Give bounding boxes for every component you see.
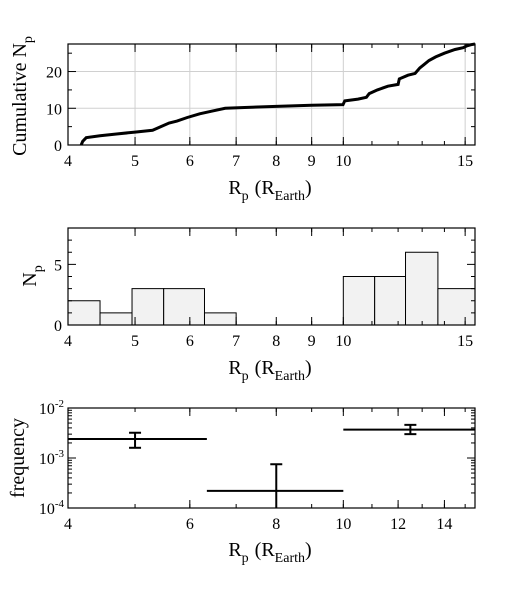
x-label-main: R — [228, 539, 242, 561]
x-tick-label: 10 — [335, 333, 351, 350]
x-label-main: R — [228, 177, 242, 199]
x-label-close: ) — [305, 357, 312, 379]
y-tick-label: 5 — [54, 257, 62, 274]
histogram-bar — [437, 288, 476, 326]
histogram-bar — [99, 312, 133, 326]
x-tick-label: 10 — [335, 153, 351, 170]
frequency-points — [68, 423, 475, 508]
axes: 4 5 6 7 8 9 10 15 0 5 — [54, 227, 476, 350]
y-axis-label: Cumulative Np — [9, 36, 36, 156]
y-label-sub: p — [21, 36, 36, 43]
x-tick-label: 9 — [308, 333, 316, 350]
histogram-bar — [203, 312, 237, 326]
x-tick-label: 6 — [186, 333, 194, 350]
grid — [67, 44, 475, 146]
y-tick-label: 10-3 — [39, 448, 65, 468]
x-axis-label: Rp (REarth) — [228, 357, 311, 384]
y-label-main: Cumulative N — [9, 43, 31, 156]
y-tick-label: 0 — [54, 138, 62, 155]
y-tick-label: 10-2 — [39, 398, 64, 418]
x-label-sub: p — [242, 551, 249, 566]
x-label-main: R — [228, 357, 242, 379]
x-label-paren-sub: Earth — [275, 189, 305, 204]
x-label-close: ) — [305, 539, 312, 561]
frequency-panel: 4 6 8 10 12 14 10-4 10-3 10-2 frequency Rp (REart… — [7, 398, 476, 566]
x-axis-label: Rp (REarth) — [228, 177, 311, 204]
x-tick-label: 5 — [131, 153, 139, 170]
histogram-bar — [405, 251, 439, 326]
y-tick-label: 20 — [46, 65, 62, 82]
x-tick-label: 6 — [186, 516, 194, 533]
y-label-main: N — [19, 272, 41, 286]
y-tick-label: 10-4 — [39, 498, 65, 518]
x-label-paren-sub: Earth — [275, 551, 305, 566]
x-tick-label: 6 — [186, 153, 194, 170]
x-tick-label: 14 — [436, 516, 452, 533]
histogram-panel: 4 5 6 7 8 9 10 15 0 5 Np Rp (REarth) — [19, 227, 476, 384]
histogram-bar — [67, 300, 101, 326]
axes-frame — [67, 407, 476, 509]
x-tick-label: 12 — [390, 516, 406, 533]
x-tick-label: 8 — [272, 516, 280, 533]
x-label-paren: (R — [255, 539, 276, 561]
x-label-paren-sub: Earth — [275, 369, 305, 384]
histogram-bars — [67, 251, 476, 326]
cumulative-line — [79, 42, 476, 146]
y-label-sub: p — [31, 265, 46, 272]
x-tick-label: 15 — [457, 153, 473, 170]
x-tick-label: 4 — [64, 333, 72, 350]
histogram-bar — [374, 276, 407, 326]
x-tick-label: 7 — [232, 333, 240, 350]
x-tick-label: 8 — [272, 333, 280, 350]
x-tick-label: 4 — [64, 516, 72, 533]
x-tick-label: 4 — [64, 153, 72, 170]
x-tick-label: 9 — [308, 153, 316, 170]
x-label-sub: p — [242, 189, 249, 204]
axes: 4 6 8 10 12 14 10-4 10-3 10-2 — [39, 398, 476, 533]
x-label-sub: p — [242, 369, 249, 384]
x-tick-label: 8 — [272, 153, 280, 170]
x-tick-label: 15 — [457, 333, 473, 350]
axes-frame — [67, 43, 476, 146]
x-tick-label: 10 — [335, 516, 351, 533]
y-tick-label: 10 — [46, 101, 62, 118]
x-tick-label: 7 — [232, 153, 240, 170]
x-label-paren: (R — [255, 357, 276, 379]
histogram-bar — [163, 288, 205, 326]
y-tick-label: 0 — [54, 318, 62, 335]
x-axis-label: Rp (REarth) — [228, 539, 311, 566]
y-axis-label: frequency — [7, 418, 29, 498]
y-axis-label: Np — [19, 265, 46, 286]
histogram-bar — [342, 276, 376, 326]
x-tick-label: 5 — [131, 333, 139, 350]
x-label-paren: (R — [255, 177, 276, 199]
x-label-close: ) — [305, 177, 312, 199]
axes: 4 5 6 7 8 9 10 15 0 10 20 — [46, 43, 476, 170]
histogram-bar — [131, 288, 165, 326]
